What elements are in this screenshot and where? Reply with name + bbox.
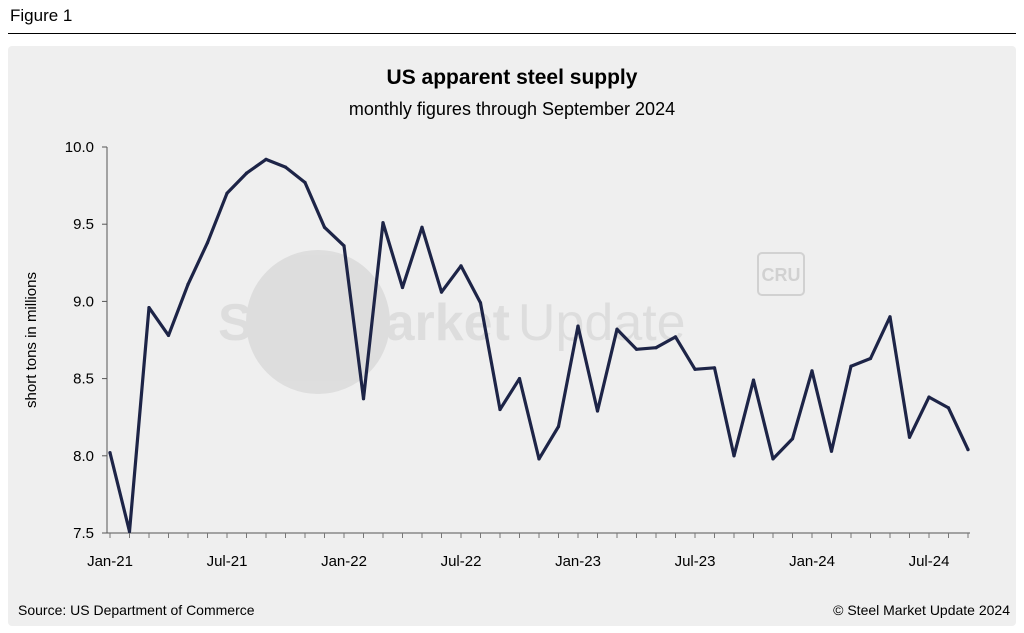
data-point bbox=[556, 424, 561, 429]
watermark: SteelMarket Update bbox=[218, 250, 686, 394]
data-point bbox=[517, 377, 522, 381]
source-note: Source: US Department of Commerce bbox=[18, 602, 255, 618]
data-point bbox=[478, 301, 483, 305]
x-tick-label: Jul-21 bbox=[207, 553, 248, 570]
y-tick-label: 8.5 bbox=[73, 371, 94, 388]
data-point bbox=[537, 457, 541, 461]
x-tick-label: Jan-23 bbox=[555, 553, 601, 570]
data-point bbox=[966, 448, 970, 452]
data-point bbox=[459, 264, 463, 268]
figure-label: Figure 1 bbox=[10, 6, 73, 25]
x-tick-label: Jan-21 bbox=[87, 553, 133, 570]
data-point bbox=[420, 225, 424, 229]
data-point bbox=[108, 451, 112, 455]
cru-logo-box bbox=[757, 252, 805, 296]
series-points bbox=[108, 157, 970, 534]
cru-logo-text: CRU bbox=[762, 265, 801, 285]
y-ticks: 10.0 9.5 9.0 8.5 8.0 7.5 bbox=[65, 139, 107, 542]
data-point bbox=[790, 437, 795, 441]
y-axis-label: short tons in millions bbox=[23, 272, 40, 408]
watermark-bold: SteelMarket bbox=[218, 294, 510, 352]
y-tick-label: 10.0 bbox=[65, 139, 94, 156]
x-tick-label: Jul-23 bbox=[675, 553, 716, 570]
data-point bbox=[283, 165, 288, 169]
y-tick-label: 9.0 bbox=[73, 293, 94, 310]
x-tick-label: Jul-22 bbox=[441, 553, 482, 570]
cru-logo: CRU bbox=[757, 252, 805, 296]
data-point bbox=[732, 454, 736, 458]
copyright-note: © Steel Market Update 2024 bbox=[833, 602, 1010, 618]
data-point bbox=[322, 225, 327, 229]
data-point bbox=[303, 180, 307, 185]
chart-subtitle: monthly figures through September 2024 bbox=[348, 99, 676, 119]
data-point bbox=[654, 346, 658, 350]
chart-title: US apparent steel supply bbox=[386, 66, 638, 89]
y-tick-label: 7.5 bbox=[73, 525, 94, 542]
data-point bbox=[205, 241, 210, 245]
data-point bbox=[771, 457, 775, 461]
data-point bbox=[751, 378, 756, 382]
data-point bbox=[498, 407, 502, 412]
data-point bbox=[927, 395, 931, 399]
data-point bbox=[693, 367, 697, 371]
y-tick-label: 8.0 bbox=[73, 448, 94, 465]
data-point bbox=[615, 327, 619, 331]
data-point bbox=[868, 356, 873, 361]
data-point bbox=[186, 282, 190, 286]
data-point bbox=[595, 409, 600, 413]
chart-panel bbox=[8, 46, 1016, 626]
data-point bbox=[361, 397, 366, 401]
data-point bbox=[673, 335, 678, 339]
data-point bbox=[244, 171, 249, 175]
watermark-text: SteelMarket Update bbox=[218, 294, 686, 352]
data-point bbox=[439, 290, 444, 294]
watermark-circle bbox=[246, 250, 390, 394]
data-point bbox=[264, 157, 268, 161]
data-point bbox=[342, 244, 346, 248]
data-point bbox=[712, 366, 717, 370]
x-tick-label: Jan-24 bbox=[789, 553, 835, 570]
data-point bbox=[576, 324, 580, 328]
data-point bbox=[849, 364, 853, 368]
data-point bbox=[127, 529, 132, 534]
data-point bbox=[381, 221, 385, 225]
data-point bbox=[907, 435, 912, 439]
watermark-light: Update bbox=[518, 294, 686, 352]
x-tick-label: Jul-24 bbox=[909, 553, 950, 570]
data-point bbox=[888, 315, 892, 319]
data-point bbox=[634, 347, 639, 351]
header-rule bbox=[8, 33, 1016, 34]
x-ticks: Jan-21 Jul-21 Jan-22 Jul-22 Jan-23 Jul-23 Jan-… bbox=[87, 533, 969, 570]
data-point bbox=[166, 333, 171, 337]
data-point bbox=[810, 369, 814, 373]
x-tick-label: Jan-22 bbox=[321, 553, 367, 570]
data-point bbox=[225, 191, 229, 195]
data-point bbox=[829, 449, 834, 453]
data-point bbox=[946, 406, 951, 410]
data-point bbox=[400, 285, 405, 290]
y-tick-label: 9.5 bbox=[73, 216, 94, 233]
data-point bbox=[147, 306, 151, 310]
